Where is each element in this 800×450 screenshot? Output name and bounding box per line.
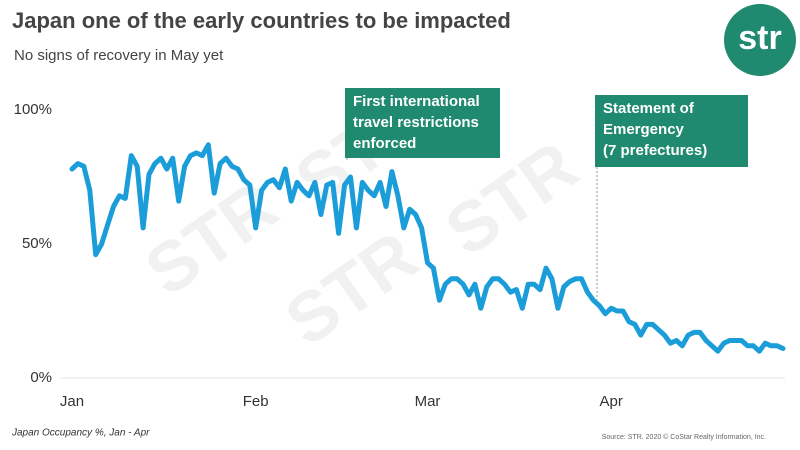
annotation-text: Emergency bbox=[603, 121, 685, 138]
annotation-box bbox=[345, 88, 500, 158]
y-tick-label: 50% bbox=[22, 235, 52, 252]
x-tick-label: Jan bbox=[60, 393, 84, 410]
annotation-text: Statement of bbox=[603, 100, 695, 117]
x-tick-label: Feb bbox=[243, 393, 269, 410]
logo-circle bbox=[724, 4, 796, 76]
line bbox=[69, 142, 786, 354]
annotation-text: travel restrictions bbox=[353, 114, 479, 131]
annotation-text: (7 prefectures) bbox=[603, 142, 707, 159]
annotation-box bbox=[595, 95, 748, 167]
x-tick-label: Mar bbox=[415, 393, 441, 410]
footnote: Japan Occupancy %, Jan - Apr bbox=[11, 428, 150, 439]
chart-subtitle: No signs of recovery in May yet bbox=[14, 47, 224, 64]
annotation-text: enforced bbox=[353, 135, 416, 152]
source: Source: STR. 2020 © CoStar Realty Inform… bbox=[602, 433, 766, 441]
chart-title: Japan one of the early countries to be i… bbox=[12, 8, 511, 33]
logo: str bbox=[738, 19, 781, 57]
x-tick-label: Apr bbox=[600, 393, 623, 410]
annotation-text: First international bbox=[353, 93, 480, 110]
y-tick-label: 0% bbox=[30, 369, 52, 386]
watermark: STR bbox=[272, 216, 431, 360]
y-tick-label: 100% bbox=[14, 101, 52, 118]
